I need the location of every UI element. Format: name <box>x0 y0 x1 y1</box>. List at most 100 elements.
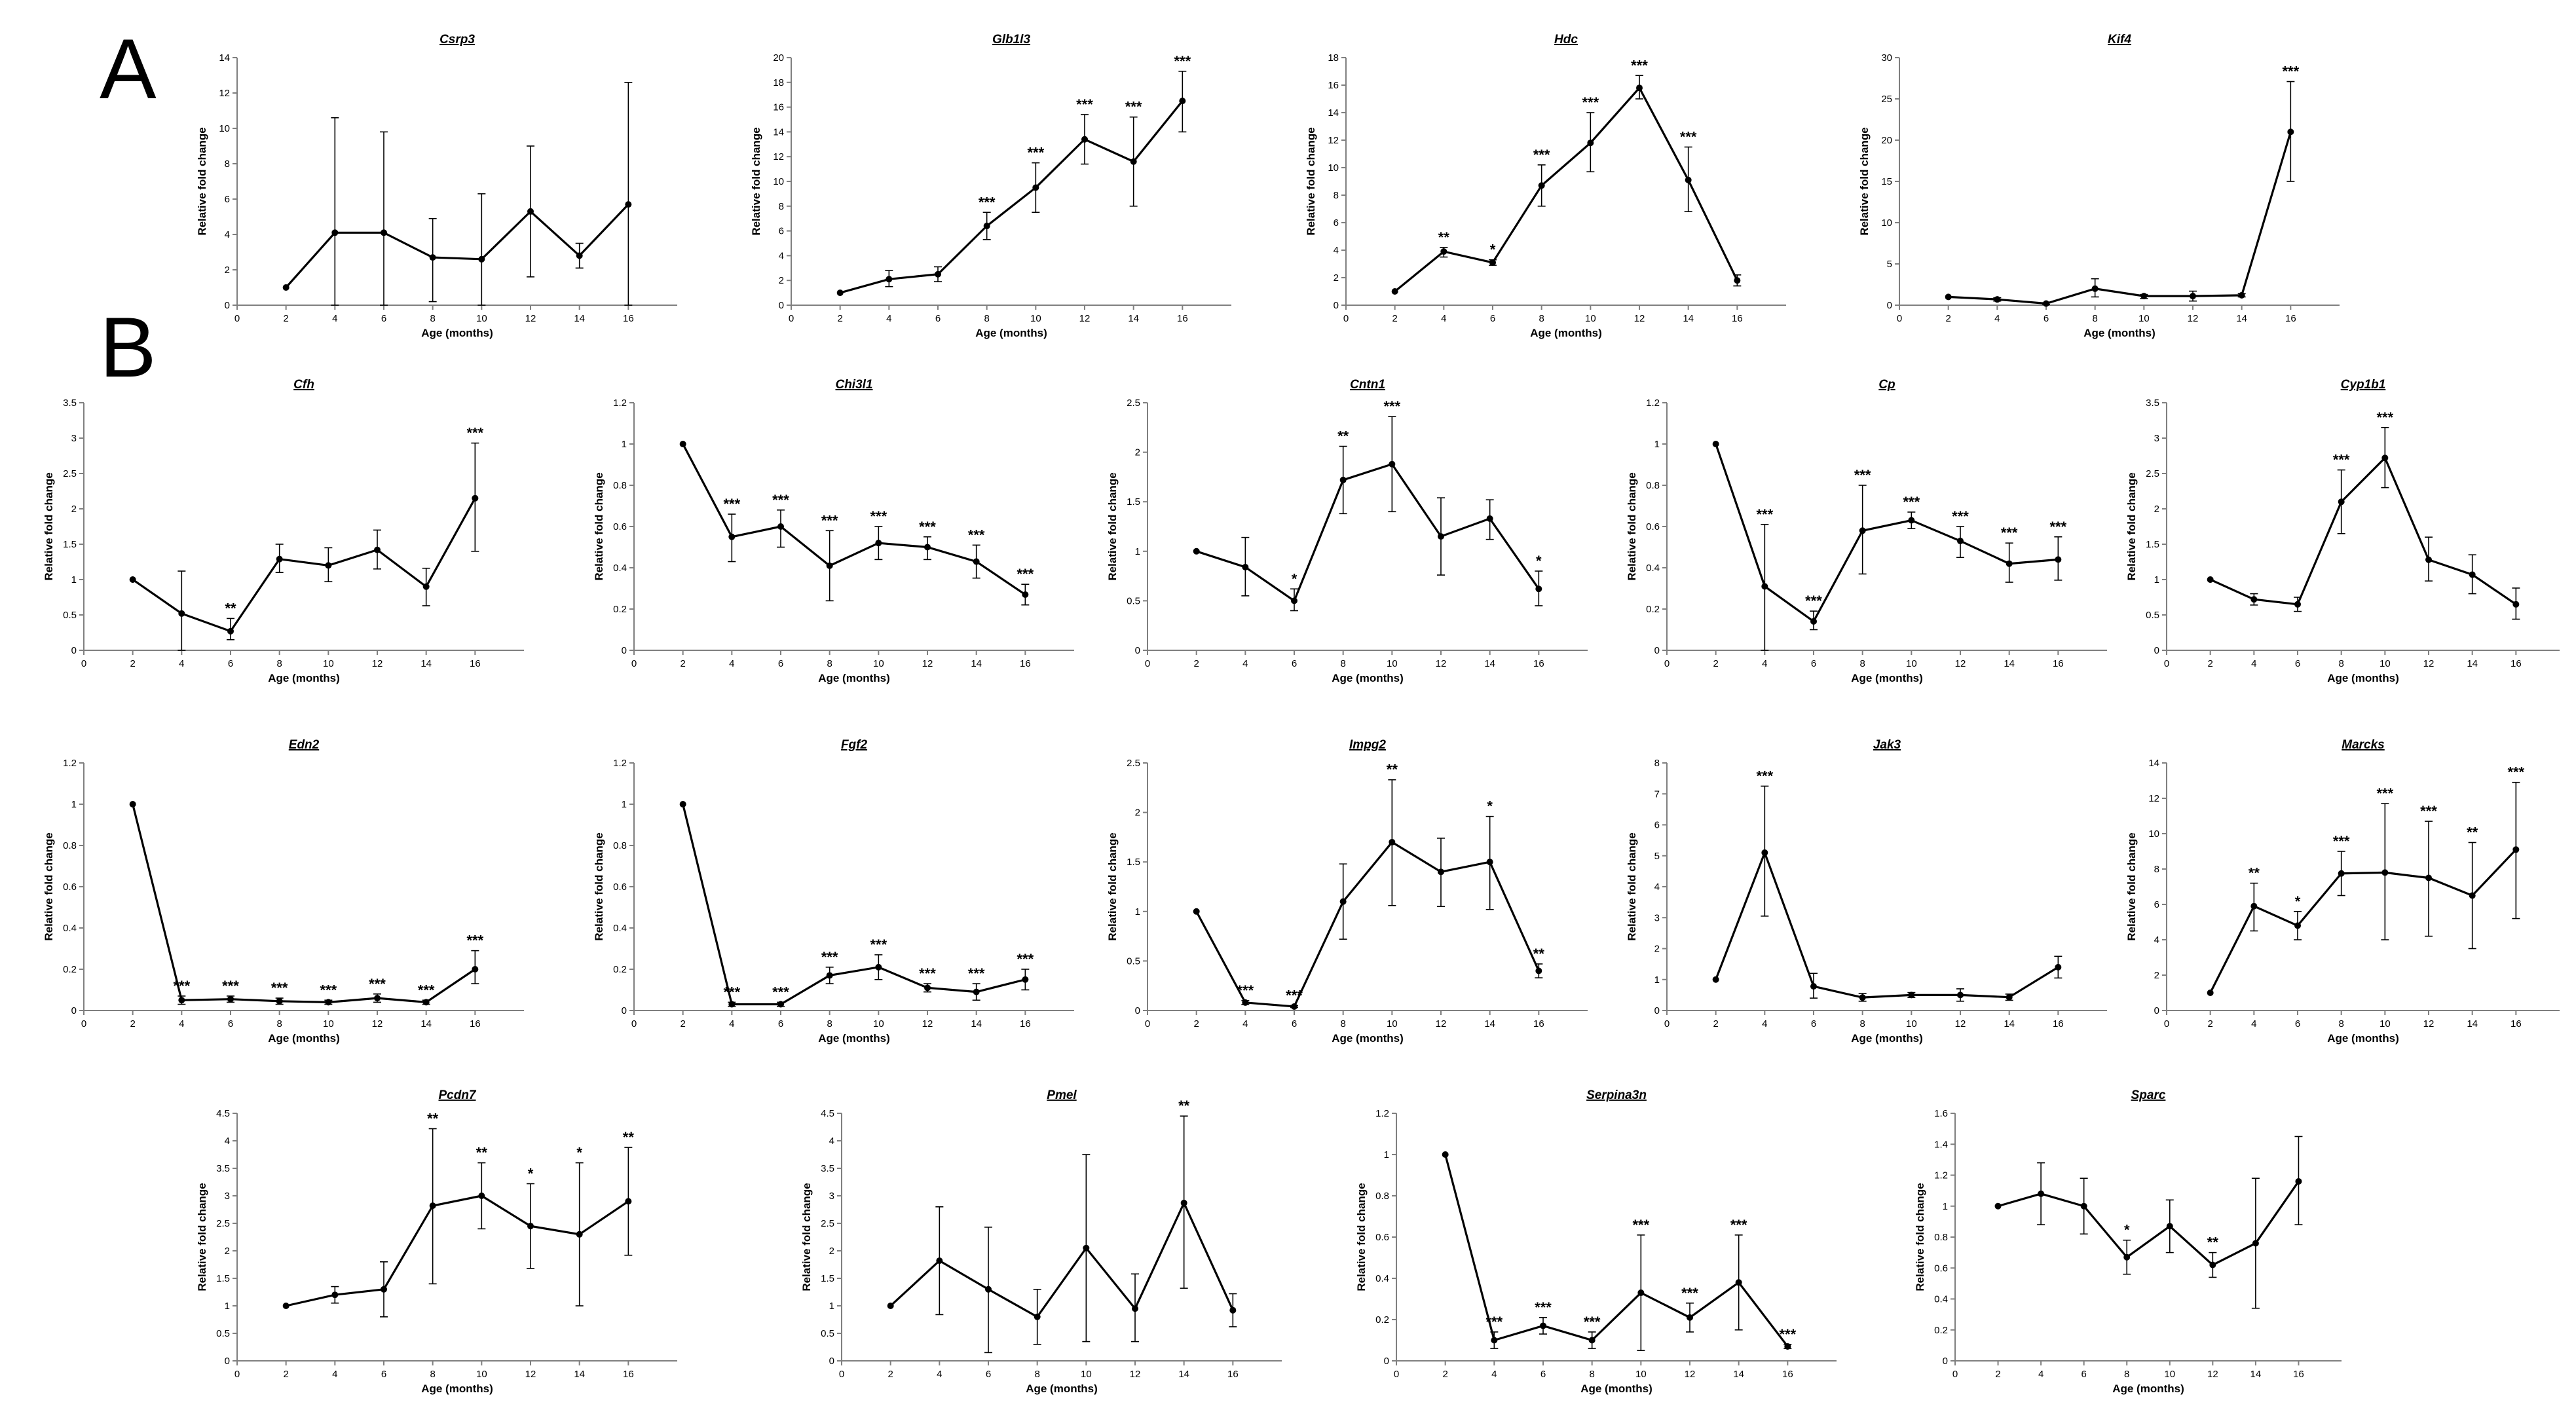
x-tick-label: 10 <box>1585 313 1596 324</box>
y-tick-label: 2 <box>829 1246 834 1257</box>
significance-label: *** <box>979 194 996 210</box>
chart-cyp1b1: Cyp1b1 0 0.5 1 1.5 2 2.5 3 3.5 0 2 4 6 8 10 12 14 16 Age (… <box>2125 378 2560 684</box>
data-point <box>2469 571 2476 578</box>
data-point <box>276 555 283 563</box>
y-tick-label: 6 <box>779 226 784 237</box>
x-tick-label: 12 <box>525 313 536 324</box>
x-tick-label: 14 <box>1484 1018 1495 1029</box>
x-tick-label: 10 <box>2138 313 2150 324</box>
x-tick-label: 10 <box>873 658 884 669</box>
y-tick-label: 10 <box>1881 217 1892 229</box>
data-point <box>1486 515 1493 522</box>
x-tick-label: 10 <box>1387 658 1398 669</box>
chart-title: Pcdn7 <box>438 1088 476 1102</box>
data-point <box>1339 476 1347 483</box>
significance-label: *** <box>2376 785 2393 802</box>
x-tick-label: 4 <box>1491 1369 1497 1380</box>
x-tick-label: 0 <box>81 1018 86 1029</box>
x-axis-title: Age (months) <box>2327 672 2399 684</box>
x-tick-label: 2 <box>1392 313 1397 324</box>
x-tick-label: 8 <box>2092 313 2097 324</box>
x-axis-title: Age (months) <box>2083 327 2156 339</box>
x-tick-label: 4 <box>1762 658 1767 669</box>
x-tick-label: 12 <box>922 658 933 669</box>
significance-label: *** <box>772 492 789 508</box>
x-tick-label: 4 <box>937 1369 942 1380</box>
data-point <box>1442 1151 1449 1158</box>
y-tick-label: 0 <box>225 300 230 311</box>
data-point <box>1032 184 1039 191</box>
significance-label: *** <box>772 984 789 1000</box>
x-tick-label: 12 <box>525 1369 536 1380</box>
chart-title: Edn2 <box>289 738 320 752</box>
y-axis-title: Relative fold change <box>1106 832 1119 940</box>
significance-label: *** <box>821 512 838 528</box>
data-point <box>1130 158 1137 165</box>
x-tick-label: 14 <box>2467 658 2478 669</box>
significance-label: * <box>576 1145 582 1161</box>
significance-label: *** <box>1680 129 1697 145</box>
x-tick-label: 12 <box>1955 1018 1966 1029</box>
y-tick-label: 0.6 <box>613 521 627 532</box>
series-line <box>2209 849 2517 993</box>
significance-label: ** <box>225 600 236 616</box>
y-axis-title: Relative fold change <box>2125 472 2138 580</box>
x-tick-label: 8 <box>1539 313 1544 324</box>
data-point <box>2381 454 2389 462</box>
y-tick-label: 0.4 <box>613 563 627 574</box>
chart-impg2: Impg2 0 0.5 1 1.5 2 2.5 0 2 4 6 8 10 12 14 16 Age (month… <box>1106 738 1588 1045</box>
y-tick-label: 8 <box>779 201 784 212</box>
x-tick-label: 2 <box>1193 1018 1199 1029</box>
chart-title: Hdc <box>1554 33 1578 46</box>
x-tick-label: 4 <box>886 313 891 324</box>
y-tick-label: 1 <box>225 1301 230 1312</box>
x-tick-label: 16 <box>623 313 634 324</box>
x-tick-label: 8 <box>1859 658 1865 669</box>
data-point <box>1132 1305 1138 1312</box>
x-tick-label: 10 <box>1906 1018 1917 1029</box>
series-line <box>1195 840 1540 1008</box>
data-point <box>325 999 332 1006</box>
x-tick-label: 2 <box>1945 313 1951 324</box>
y-axis-title: Relative fold change <box>1858 127 1871 235</box>
significance-label: *** <box>919 519 936 535</box>
y-axis-title: Relative fold change <box>43 832 55 940</box>
significance-label: *** <box>418 982 435 998</box>
series-line <box>2210 456 2517 606</box>
y-tick-label: 4 <box>1334 245 1339 256</box>
data-point <box>1957 991 1964 999</box>
x-tick-label: 8 <box>984 313 989 324</box>
x-tick-label: 8 <box>1589 1369 1594 1380</box>
data-point <box>1229 1306 1237 1314</box>
y-tick-label: 14 <box>1328 107 1339 119</box>
y-tick-label: 0 <box>2154 1005 2159 1016</box>
data-point <box>2209 1261 2216 1269</box>
x-tick-label: 16 <box>2511 1018 2522 1029</box>
chart-edn2: Edn2 0 0.2 0.4 0.6 0.8 1 1.2 0 2 4 6 8 10 12 14 16 Age (m… <box>43 738 524 1045</box>
significance-label: * <box>528 1166 534 1182</box>
chart-title: Csrp3 <box>439 33 475 46</box>
data-point <box>527 1223 534 1230</box>
data-point <box>2294 601 2301 608</box>
significance-label: *** <box>870 508 887 525</box>
x-axis-title: Age (months) <box>2327 1032 2399 1045</box>
significance-label: *** <box>1730 1217 1747 1233</box>
chart-marcks: Marcks 0 2 4 6 8 10 12 14 0 2 4 6 8 10 12 14 16 Age (month… <box>2125 738 2560 1045</box>
data-point <box>985 1286 992 1293</box>
x-tick-label: 10 <box>323 1018 334 1029</box>
data-point <box>422 583 430 590</box>
chart-title: Cyp1b1 <box>2341 378 2386 392</box>
significance-label: ** <box>1337 428 1349 445</box>
y-tick-label: 1.5 <box>216 1273 230 1284</box>
y-tick-label: 2 <box>1135 447 1140 458</box>
data-point <box>1945 293 1952 301</box>
y-tick-label: 0.8 <box>1934 1232 1948 1243</box>
x-tick-label: 14 <box>420 658 432 669</box>
y-axis-title: Relative fold change <box>1626 472 1638 580</box>
y-axis-title: Relative fold change <box>593 472 605 580</box>
data-point <box>2252 1240 2259 1247</box>
y-tick-label: 0.8 <box>1646 480 1660 491</box>
y-tick-label: 1.2 <box>613 758 627 769</box>
x-tick-label: 14 <box>420 1018 432 1029</box>
